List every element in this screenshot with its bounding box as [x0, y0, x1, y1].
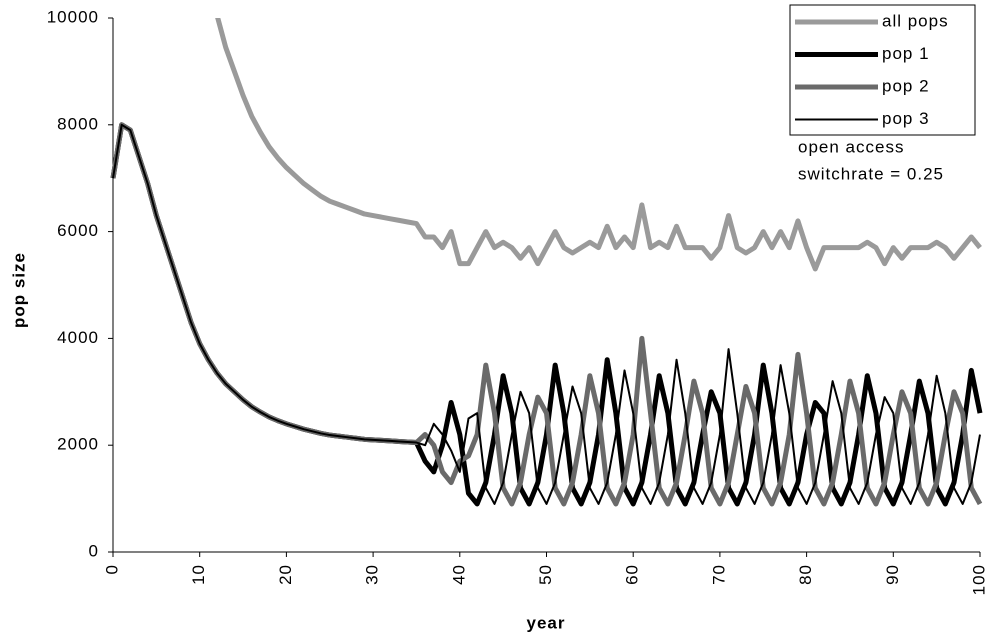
legend-label: pop 3: [882, 109, 930, 128]
x-tick-label: 70: [709, 564, 728, 585]
y-axis-label: pop size: [9, 252, 28, 328]
legend-box: [789, 4, 976, 136]
x-tick-label: 50: [536, 564, 555, 585]
annotation: open access: [798, 137, 904, 156]
x-tick-label: 0: [102, 564, 121, 574]
legend-label: all pops: [882, 11, 949, 30]
x-tick-label: 40: [449, 564, 468, 585]
legend-label: pop 2: [882, 76, 930, 95]
series-line: [112, 123, 981, 505]
x-tick-label: 30: [363, 564, 382, 585]
series-line: [215, 18, 982, 272]
x-tick-label: 60: [623, 564, 642, 585]
y-tick-label: 8000: [57, 114, 99, 133]
annotation: switchrate = 0.25: [798, 164, 944, 183]
x-tick-label: 80: [796, 564, 815, 585]
x-tick-label: 20: [276, 564, 295, 585]
legend-label: pop 1: [882, 44, 930, 63]
x-tick-label: 10: [189, 564, 208, 585]
x-tick-label: 100: [969, 564, 988, 595]
plot-area: [110, 18, 983, 507]
y-tick-label: 2000: [57, 435, 99, 454]
y-tick-label: 10000: [47, 7, 99, 26]
y-tick-label: 6000: [57, 221, 99, 240]
x-tick-label: 90: [883, 564, 902, 585]
y-tick-label: 4000: [57, 328, 99, 347]
y-tick-label: 0: [89, 541, 99, 560]
x-axis-label: year: [527, 613, 566, 632]
